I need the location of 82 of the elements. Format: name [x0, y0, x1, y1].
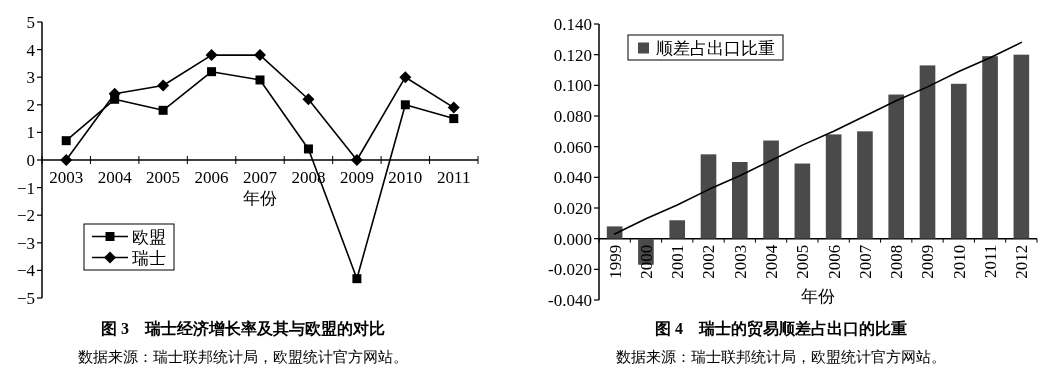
- bar: [763, 140, 779, 239]
- y-tick-label: 5: [26, 13, 35, 32]
- y-tick-label: 0.100: [553, 76, 592, 96]
- x-tick-label: 2006: [824, 244, 844, 279]
- bar: [950, 83, 967, 239]
- y-tick-label: −4: [16, 261, 36, 281]
- x-tick-label: 2010: [388, 168, 423, 187]
- point: [447, 101, 460, 114]
- x-tick-label: 2012: [1012, 244, 1032, 279]
- point: [303, 144, 313, 154]
- point: [350, 154, 363, 166]
- bar: [982, 56, 998, 239]
- legend-label: 瑞士: [132, 248, 166, 268]
- y-tick-label: 0.040: [553, 168, 592, 188]
- x-tick-label: 2001: [668, 244, 688, 279]
- bar: [825, 134, 842, 239]
- y-tick-label: 2: [26, 95, 35, 115]
- x-tick-label: 2011: [981, 244, 1001, 279]
- x-tick-label: 2000: [636, 244, 656, 279]
- legend-label: 欧盟: [132, 227, 166, 247]
- point: [302, 93, 315, 106]
- x-tick-label: 2004: [97, 168, 133, 187]
- y-tick-label: -0.040: [548, 291, 592, 310]
- point: [399, 71, 412, 84]
- x-tick-label: 2005: [146, 168, 181, 187]
- point: [205, 49, 218, 62]
- y-tick-label: 1: [26, 123, 35, 143]
- y-tick-label: −3: [16, 233, 35, 253]
- x-tick-label: 1999: [605, 244, 625, 279]
- text: 图 4 瑞士的贸易顺差占出口的比重: [655, 320, 907, 338]
- y-tick-label: 0.120: [553, 45, 592, 65]
- x-axis-title: 年份: [801, 287, 835, 306]
- bar: [1013, 54, 1030, 239]
- x-tick-label: 2010: [949, 244, 969, 279]
- point: [255, 75, 265, 85]
- point: [207, 67, 217, 77]
- point: [157, 79, 170, 92]
- bar: [794, 163, 811, 239]
- x-tick-label: 2007: [855, 244, 875, 279]
- y-tick-label: 0.000: [553, 229, 592, 249]
- x-tick-label: 2002: [699, 244, 719, 279]
- x-tick-label: 2003: [730, 244, 750, 279]
- source-note: 数据来源：瑞士联邦统计局，欧盟统计官方网站。: [78, 349, 408, 365]
- x-tick-label: 2004: [762, 244, 782, 279]
- y-tick-label: −2: [16, 206, 35, 226]
- x-tick-label: 2009: [918, 244, 938, 279]
- point: [158, 105, 168, 115]
- y-tick-label: 0.020: [553, 199, 592, 218]
- bar: [919, 65, 936, 239]
- text: 图 3 瑞士经济增长率及其与欧盟的对比: [101, 319, 385, 337]
- bar: [700, 154, 717, 239]
- bar: [731, 162, 748, 239]
- y-tick-label: 0.080: [553, 107, 592, 126]
- point: [400, 100, 410, 110]
- x-tick-label: 2003: [49, 168, 84, 187]
- y-tick-label: 3: [26, 68, 35, 88]
- x-tick-label: 2008: [887, 244, 907, 279]
- point: [60, 154, 73, 166]
- point: [352, 274, 362, 284]
- y-tick-label: -0.020: [548, 260, 592, 280]
- point: [449, 114, 459, 124]
- x-tick-label: 2007: [243, 168, 278, 187]
- legend-label: 顺差占出口比重: [656, 38, 775, 58]
- x-tick-label: 2005: [793, 244, 813, 279]
- y-tick-label: 0.060: [553, 137, 592, 157]
- y-tick-label: 0: [26, 151, 35, 170]
- point: [61, 136, 71, 146]
- y-tick-label: 4: [26, 40, 36, 60]
- y-tick-label: −1: [16, 178, 35, 198]
- point: [254, 49, 266, 62]
- x-axis-title: 年份: [243, 189, 277, 208]
- x-tick-label: 2009: [339, 168, 374, 187]
- bar: [606, 226, 623, 239]
- bar: [888, 94, 905, 239]
- y-tick-label: 0.140: [553, 15, 592, 34]
- x-tick-label: 2011: [437, 168, 471, 187]
- bar: [669, 220, 686, 239]
- bar: [857, 131, 873, 239]
- line-series: [613, 41, 1023, 235]
- x-tick-label: 2006: [194, 168, 229, 187]
- y-tick-label: −5: [16, 289, 35, 308]
- source-note: 数据来源：瑞士联邦统计局，欧盟统计官方网站。: [616, 349, 946, 365]
